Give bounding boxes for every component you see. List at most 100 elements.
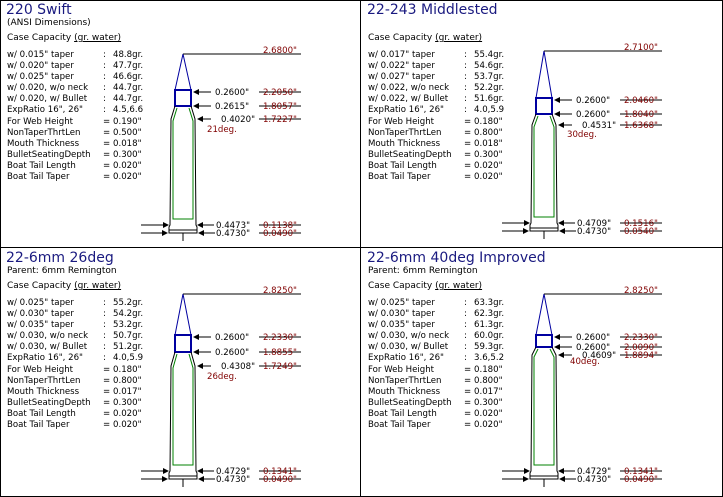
overall-length-value: 2.6800" — [263, 46, 297, 56]
case-neck — [535, 334, 553, 348]
spec-row: w/ 0.022, w/o neck:52.2gr. — [368, 83, 528, 94]
spec-value: 55.4gr. — [474, 50, 505, 60]
spec-label: w/ 0.027" taper — [368, 72, 435, 83]
spec-row: BulletSeatingDepth = 0.300" — [7, 398, 167, 409]
spec-label: w/ 0.020" taper — [7, 61, 74, 72]
cartridge-drawing: 2.8250" 0.2600" 2.2330" 0.2600" 1.8855" 0.430… — [141, 286, 301, 487]
case-capacity-label: Case Capacity — [368, 33, 433, 43]
spec-row: Mouth Thickness = 0.017" — [7, 387, 167, 398]
neck-length-value: 2.2050" — [263, 88, 297, 98]
spec-separator: : — [103, 353, 106, 364]
base-diameter-value: 0.4729" — [577, 467, 611, 477]
spec-separator: = — [464, 138, 472, 149]
base-diameter-left-arrow — [524, 220, 530, 226]
spec-separator: : — [103, 72, 106, 83]
spec-separator: = — [103, 375, 111, 386]
spec-label: NonTaperThrtLen — [368, 127, 442, 138]
spec-row: Mouth Thickness = 0.018" — [368, 139, 528, 150]
spec-row: w/ 0.020" taper:47.7gr. — [7, 61, 167, 72]
neck-diameter-arrow — [193, 89, 199, 95]
spec-value: 59.3gr. — [474, 342, 505, 353]
spec-separator: = — [103, 172, 111, 183]
spec-row: For Web Height = 0.180" — [368, 365, 528, 376]
spec-label: w/ 0.025" taper — [7, 298, 74, 308]
spec-label: Boat Tail Taper — [7, 172, 70, 183]
shoulder-diameter-value: 0.2600" — [215, 348, 249, 358]
base-diameter-right-arrow — [197, 222, 203, 228]
spec-row: Boat Tail Taper = 0.020" — [7, 172, 167, 183]
shoulder-angle-value: 30deg. — [567, 130, 597, 140]
bullet-tip — [174, 293, 192, 336]
base-diameter-right-arrow — [558, 220, 564, 226]
spec-separator: : — [464, 72, 467, 83]
spec-row: w/ 0.035" taper:53.2gr. — [7, 320, 167, 331]
spec-separator: = — [103, 386, 111, 397]
panel-subtitle: Parent: 6mm Remington — [7, 266, 117, 276]
spec-separator: = — [464, 364, 472, 375]
spec-row: w/ 0.017" taper:55.4gr. — [368, 50, 528, 61]
shoulder-angle-value: 21deg. — [207, 125, 237, 135]
spec-label: For Web Height — [7, 364, 74, 375]
case-capacity-heading: Case Capacity (gr. water) — [368, 281, 482, 291]
body-diameter-arrow — [558, 122, 564, 128]
spec-label: w/ 0.022, w/o neck — [368, 83, 450, 94]
spec-row: w/ 0.020, w/ Bullet:44.7gr. — [7, 94, 167, 105]
spec-value: 54.2gr. — [113, 309, 144, 320]
spec-value: 62.3gr. — [474, 309, 505, 320]
rim-length-value: 0.0490" — [624, 475, 658, 485]
spec-separator: = — [464, 408, 472, 419]
spec-row: w/ 0.030" taper:54.2gr. — [7, 309, 167, 320]
spec-label: Boat Tail Length — [7, 408, 76, 419]
spec-row: BulletSeatingDepth = 0.300" — [368, 398, 528, 409]
rim-diameter-left-arrow — [162, 476, 168, 482]
spec-separator: = — [103, 138, 111, 149]
spec-row: For Web Height = 0.180" — [368, 117, 528, 128]
spec-list: w/ 0.025" taper:63.3gr. w/ 0.030" taper:6… — [368, 298, 528, 431]
neck-diameter-value: 0.2600" — [576, 96, 610, 106]
case-capacity-heading: Case Capacity (gr. water) — [7, 33, 121, 43]
spec-label: w/ 0.035" taper — [368, 320, 435, 331]
spec-value: 51.6gr. — [474, 94, 505, 105]
panel-title: 22-6mm 26deg — [6, 250, 114, 266]
spec-separator: : — [103, 298, 106, 308]
case-capacity-heading: Case Capacity (gr. water) — [7, 281, 121, 291]
spec-label: w/ 0.020, w/ Bullet — [7, 94, 88, 105]
spec-value: 53.2gr. — [113, 320, 144, 331]
shoulder-length-value: 1.8855" — [263, 348, 297, 358]
spec-value: 0.020" — [113, 172, 142, 183]
spec-separator: = — [103, 149, 111, 160]
spec-separator: : — [103, 94, 106, 105]
spec-value: 0.017" — [113, 386, 142, 397]
spec-separator: : — [464, 353, 467, 364]
body-diameter-value: 0.4308" — [221, 362, 255, 372]
spec-label: Boat Tail Length — [368, 408, 437, 419]
bullet-tip — [535, 293, 553, 336]
case-capacity-unit: (gr. water) — [435, 33, 483, 43]
spec-separator: = — [464, 397, 472, 408]
rim-diameter-value: 0.4730" — [216, 475, 250, 485]
rim-diameter-right-arrow — [559, 228, 565, 234]
spec-value: 0.020" — [113, 408, 142, 419]
cartridge-panel: 22-243 Middlested Case Capacity (gr. wate… — [362, 1, 720, 246]
spec-label: BulletSeatingDepth — [368, 149, 452, 160]
spec-label: For Web Height — [368, 116, 435, 127]
spec-label: w/ 0.030, w/o neck — [7, 331, 89, 342]
spec-label: NonTaperThrtLen — [7, 127, 81, 138]
spec-label: w/ 0.017" taper — [368, 50, 435, 60]
spec-list: w/ 0.017" taper:55.4gr. w/ 0.022" taper:5… — [368, 50, 528, 183]
spec-row: Boat Tail Length = 0.020" — [368, 161, 528, 172]
spec-label: Boat Tail Taper — [368, 420, 431, 431]
spec-row: BulletSeatingDepth = 0.300" — [7, 150, 167, 161]
spec-value: 0.020" — [113, 420, 142, 431]
shoulder-angle-value: 26deg. — [207, 372, 237, 382]
spec-value: 47.7gr. — [113, 61, 144, 72]
spec-row: w/ 0.030, w/o neck:60.0gr. — [368, 331, 528, 342]
spec-row: w/ 0.030, w/ Bullet:51.2gr. — [7, 342, 167, 353]
spec-label: Boat Tail Taper — [7, 420, 70, 431]
spec-separator: : — [464, 105, 467, 116]
spec-separator: = — [103, 116, 111, 127]
spec-value: 60.0gr. — [474, 331, 505, 342]
spec-value: 0.500" — [113, 127, 142, 138]
base-diameter-left-arrow — [163, 468, 169, 474]
spec-separator: : — [464, 50, 467, 60]
